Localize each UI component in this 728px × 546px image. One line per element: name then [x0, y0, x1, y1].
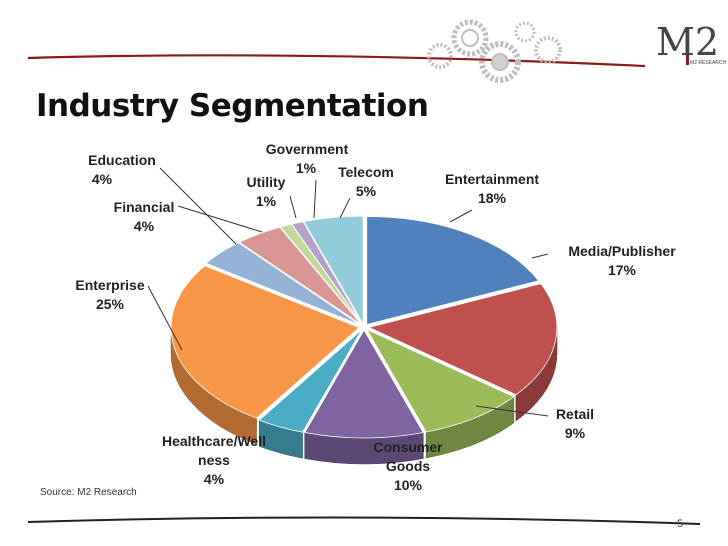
- label-enterprise: Enterprise 25%: [68, 276, 152, 314]
- label-media-publisher-value: 17%: [607, 262, 637, 278]
- label-financial-name: Financial: [113, 199, 175, 215]
- pie-slice-media-publisher: [367, 283, 558, 396]
- logo-accent-bar: [686, 45, 689, 65]
- label-telecom-value: 5%: [355, 183, 377, 199]
- leader-line-utility: [289, 195, 297, 219]
- leader-line-media: [531, 253, 549, 259]
- label-consumer-goods: Consumer Goods 10%: [362, 438, 454, 495]
- leader-line-entertainment: [449, 209, 473, 223]
- label-consumer-goods-value: 10%: [393, 477, 423, 493]
- label-utility-name: Utility: [246, 174, 286, 190]
- page-number: 5: [677, 518, 684, 530]
- leader-line-government: [313, 179, 317, 219]
- label-media-publisher: Media/Publisher 17%: [554, 242, 690, 280]
- leader-line-financial: [177, 205, 263, 233]
- pie-slice-consumer-goods: [304, 329, 424, 439]
- logo-tagline: M2 RESEARCH: [690, 60, 727, 66]
- label-enterprise-name: Enterprise: [75, 277, 145, 293]
- label-education: Education 4%: [80, 151, 164, 189]
- label-healthcare: Healthcare/Well ness 4%: [144, 432, 284, 489]
- label-education-value: 4%: [91, 171, 113, 187]
- label-financial: Financial 4%: [106, 198, 182, 236]
- label-utility-value: 1%: [255, 193, 277, 209]
- label-media-publisher-name: Media/Publisher: [568, 243, 676, 259]
- label-entertainment: Entertainment 18%: [432, 170, 552, 208]
- label-retail-name: Retail: [555, 406, 595, 422]
- label-government-name: Government: [265, 141, 349, 157]
- label-entertainment-name: Entertainment: [444, 171, 540, 187]
- label-education-name: Education: [88, 152, 156, 168]
- pie-slice-financial: [205, 242, 361, 326]
- logo-mark: M2: [656, 20, 720, 64]
- pie-slice-government: [291, 221, 363, 325]
- pie-slice-healthcare-wellness: [258, 329, 363, 433]
- pie-slice-entertainment: [366, 216, 540, 326]
- chart-title: Industry Segmentation: [36, 88, 429, 124]
- label-healthcare-line1: Healthcare/Well: [161, 433, 266, 449]
- pie-slice-education: [238, 226, 362, 325]
- pie-slice-enterprise: [170, 265, 360, 419]
- leader-line-enterprise: [147, 285, 183, 351]
- source-note: Source: M2 Research: [40, 487, 137, 498]
- label-telecom-name: Telecom: [338, 164, 394, 180]
- label-entertainment-value: 18%: [477, 190, 507, 206]
- pie-slice-telecom: [303, 215, 364, 326]
- label-utility: Utility 1%: [238, 173, 294, 211]
- leader-line-education: [159, 167, 237, 245]
- label-enterprise-value: 25%: [95, 296, 125, 312]
- leader-line-retail: [475, 405, 549, 417]
- footer-swoosh-line: [27, 516, 701, 525]
- label-retail-value: 9%: [564, 425, 586, 441]
- label-consumer-goods-line2: Goods: [385, 458, 431, 474]
- label-telecom: Telecom 5%: [328, 163, 404, 201]
- label-healthcare-value: 4%: [203, 471, 225, 487]
- label-healthcare-line2: ness: [198, 452, 230, 468]
- label-financial-value: 4%: [133, 218, 155, 234]
- label-government: Government 1%: [252, 140, 362, 178]
- label-government-value: 1%: [295, 160, 317, 176]
- label-consumer-goods-line1: Consumer: [373, 439, 443, 455]
- label-retail: Retail 9%: [544, 405, 606, 443]
- gear-icon: [427, 19, 562, 83]
- leader-line-telecom: [339, 197, 351, 219]
